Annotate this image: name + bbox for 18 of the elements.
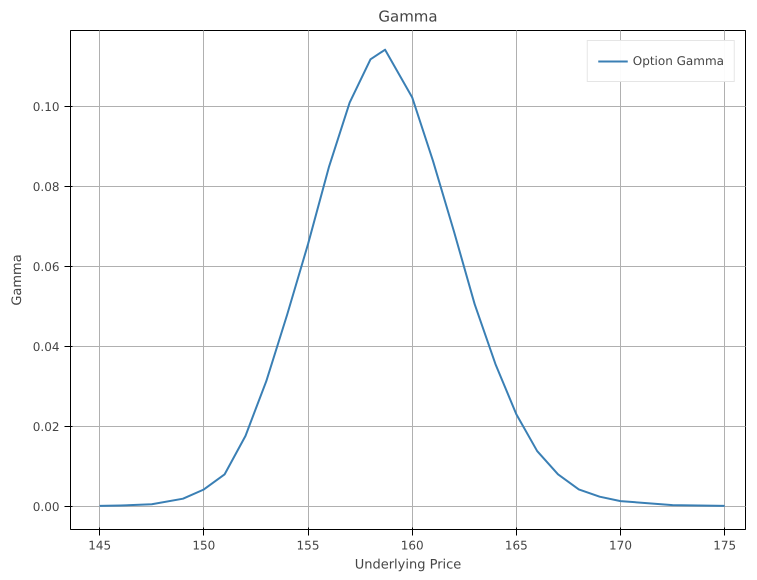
x-axis-title: Underlying Price (354, 558, 462, 572)
y-tick-label: 0.04 (32, 340, 60, 354)
x-tick-label: 155 (296, 538, 320, 552)
x-tick-label: 145 (88, 538, 112, 552)
x-tick-label: 150 (192, 538, 216, 552)
y-tick-label: 0.08 (32, 180, 60, 194)
x-tick-label: 175 (713, 538, 736, 552)
y-tick-label: 0.10 (32, 100, 60, 114)
y-tick-label: 0.00 (32, 500, 60, 514)
y-tick-label: 0.06 (32, 260, 60, 274)
x-tick-label: 170 (609, 538, 632, 552)
x-tick-label: 160 (400, 538, 424, 552)
y-axis-title: Gamma (10, 254, 25, 306)
chart-title: Gamma (378, 8, 438, 26)
x-tick-label: 165 (504, 538, 528, 552)
legend-label: Option Gamma (632, 54, 724, 68)
line-series (98, 48, 726, 507)
y-tick-label: 0.02 (32, 420, 60, 434)
